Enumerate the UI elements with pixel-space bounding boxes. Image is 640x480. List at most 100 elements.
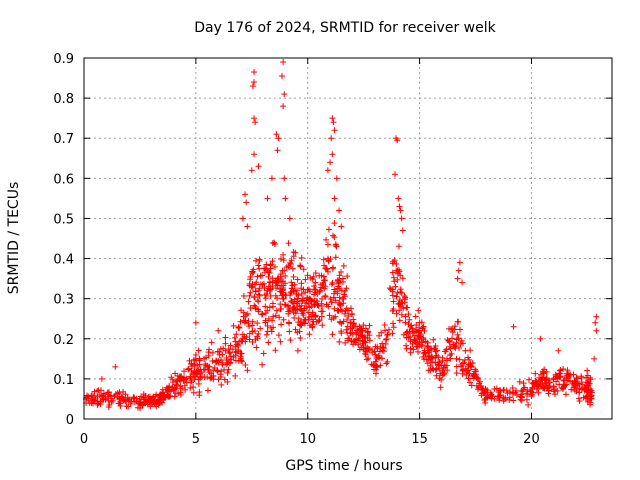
data-point [518, 387, 525, 394]
data-point [349, 331, 356, 338]
data-point [574, 380, 581, 387]
data-point [407, 324, 414, 331]
data-point [332, 254, 339, 261]
data-point [217, 345, 224, 352]
data-point [190, 389, 197, 396]
data-point [98, 387, 105, 394]
data-point [361, 334, 368, 341]
data-point [280, 251, 287, 258]
data-point [453, 355, 460, 362]
data-point [578, 373, 585, 380]
data-point [299, 310, 306, 317]
data-point [399, 227, 406, 234]
data-point [195, 347, 202, 354]
data-point [382, 327, 389, 334]
data-point [455, 267, 462, 274]
data-point [94, 387, 101, 394]
data-point [271, 263, 278, 270]
data-point [541, 377, 548, 384]
data-point [196, 389, 203, 396]
data-point [108, 395, 115, 402]
data-point [280, 257, 287, 264]
data-point [263, 261, 270, 268]
data-point [131, 399, 138, 406]
data-point [557, 367, 564, 374]
data-point [552, 378, 559, 385]
data-point [398, 215, 405, 222]
data-point [438, 376, 445, 383]
data-point [469, 359, 476, 366]
data-point [466, 370, 473, 377]
data-point [323, 301, 330, 308]
data-point [120, 397, 127, 404]
data-point [260, 280, 267, 287]
data-point [298, 254, 305, 261]
data-point [157, 391, 164, 398]
data-point [372, 370, 379, 377]
data-point [523, 396, 530, 403]
data-point [334, 277, 341, 284]
data-point [297, 263, 304, 270]
data-point [349, 310, 356, 317]
data-point [137, 401, 144, 408]
data-point [480, 389, 487, 396]
data-point [223, 356, 230, 363]
data-point [390, 298, 397, 305]
data-point [188, 377, 195, 384]
data-point [404, 304, 411, 311]
data-point [445, 337, 452, 344]
data-point [209, 349, 216, 356]
data-point [238, 350, 245, 357]
data-point [440, 371, 447, 378]
data-point [365, 355, 372, 362]
data-point [458, 337, 465, 344]
data-point [475, 384, 482, 391]
data-point [187, 374, 194, 381]
data-points [82, 59, 600, 412]
data-point [268, 175, 275, 182]
data-point [301, 320, 308, 327]
data-point [562, 391, 569, 398]
data-point [294, 306, 301, 313]
data-point [239, 215, 246, 222]
data-point [286, 328, 293, 335]
data-point [232, 338, 239, 345]
data-point [251, 302, 258, 309]
data-point [327, 256, 334, 263]
data-point [260, 350, 267, 357]
data-point [420, 350, 427, 357]
data-point [310, 273, 317, 280]
data-point [306, 295, 313, 302]
data-point [465, 354, 472, 361]
data-point [344, 323, 351, 330]
data-point [402, 319, 409, 326]
data-point [327, 159, 334, 166]
data-point [342, 339, 349, 346]
data-point [397, 286, 404, 293]
data-point [384, 358, 391, 365]
data-point [304, 272, 311, 279]
data-point [278, 321, 285, 328]
data-point [152, 398, 159, 405]
data-point [305, 300, 312, 307]
data-point [258, 311, 265, 318]
data-point [171, 384, 178, 391]
data-point [268, 328, 275, 335]
data-point [307, 296, 314, 303]
data-point [532, 370, 539, 377]
data-point [355, 341, 362, 348]
data-point [393, 310, 400, 317]
data-point [290, 309, 297, 316]
data-point [390, 307, 397, 314]
data-point [343, 326, 350, 333]
data-point [208, 339, 215, 346]
data-point [195, 368, 202, 375]
data-point [389, 269, 396, 276]
data-point [295, 292, 302, 299]
data-point [328, 299, 335, 306]
data-point [345, 335, 352, 342]
data-point [262, 265, 269, 272]
data-point [112, 363, 119, 370]
data-point [400, 305, 407, 312]
data-point [222, 347, 229, 354]
